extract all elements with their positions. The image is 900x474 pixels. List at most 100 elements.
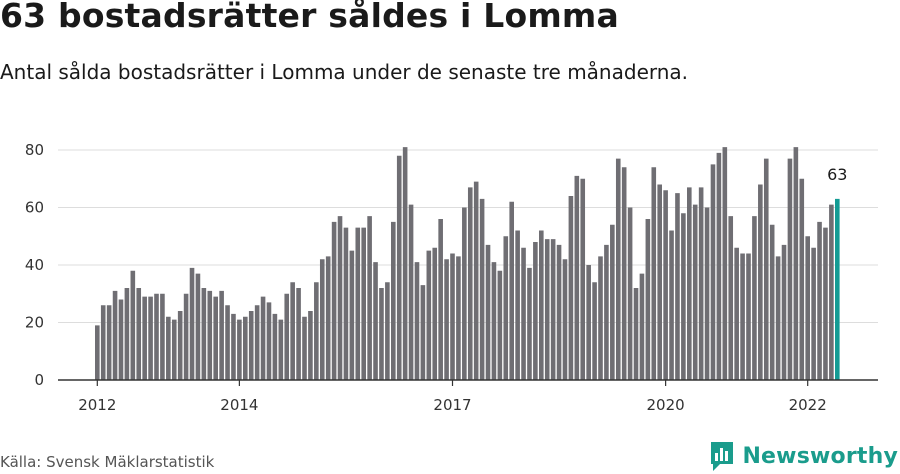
source-note: Källa: Svensk Mäklarstatistik — [0, 453, 215, 471]
x-tick-label: 2012 — [78, 396, 116, 414]
y-tick-label: 20 — [25, 314, 44, 332]
x-tick-label: 2022 — [789, 396, 827, 414]
bar — [539, 230, 544, 380]
bar — [533, 242, 538, 380]
bar — [610, 224, 615, 380]
bar — [675, 193, 680, 381]
bar — [177, 311, 183, 380]
bar — [373, 262, 378, 381]
bar — [367, 216, 372, 381]
bar — [769, 224, 775, 380]
bar — [402, 147, 408, 381]
bar — [154, 293, 159, 380]
bar — [160, 293, 165, 380]
bar — [231, 313, 236, 381]
bar — [633, 288, 639, 380]
bar — [687, 187, 692, 381]
bar — [639, 273, 645, 381]
bar — [728, 216, 734, 381]
bar — [219, 290, 224, 381]
bar — [621, 167, 627, 380]
bar — [491, 262, 497, 381]
bar — [692, 204, 698, 381]
bar — [237, 319, 242, 381]
bar — [361, 227, 366, 381]
bar — [722, 147, 728, 381]
bar — [396, 155, 402, 380]
chart-title: 63 bostadsrätter såldes i Lomma — [0, 0, 619, 35]
bar — [574, 175, 580, 381]
bar — [444, 259, 449, 380]
bar — [509, 201, 514, 380]
bar — [651, 167, 657, 380]
bar — [391, 221, 396, 381]
bar — [308, 311, 313, 380]
bar — [734, 247, 739, 380]
bar — [627, 207, 633, 380]
bar — [201, 288, 207, 380]
bar — [331, 221, 337, 381]
bar — [95, 325, 100, 381]
bar — [379, 288, 384, 380]
bar — [473, 181, 479, 381]
bar — [787, 158, 793, 381]
bar — [343, 227, 349, 381]
bar — [746, 253, 751, 380]
brand-logo[interactable]: Newsworthy — [709, 440, 898, 472]
bar — [337, 216, 343, 381]
bar — [479, 198, 485, 381]
bar — [580, 178, 586, 380]
bar — [515, 230, 520, 380]
bar — [698, 187, 704, 381]
bar — [586, 265, 591, 380]
y-tick-label: 60 — [25, 199, 44, 217]
bar — [550, 239, 556, 381]
bar — [817, 221, 822, 381]
bar — [645, 219, 651, 380]
bar — [106, 305, 112, 380]
bar — [142, 296, 147, 381]
bar — [314, 282, 319, 380]
bar — [823, 227, 828, 381]
bar — [355, 227, 361, 381]
bar — [266, 302, 272, 381]
bar — [296, 288, 301, 380]
bar — [704, 207, 710, 380]
bar — [456, 256, 461, 381]
bar — [166, 316, 171, 380]
bar — [171, 319, 177, 381]
bar — [260, 296, 266, 381]
bar — [740, 253, 745, 380]
bar — [805, 236, 810, 380]
bar — [213, 296, 218, 381]
bar — [799, 178, 805, 380]
bar — [663, 190, 668, 380]
bar — [781, 244, 787, 381]
bar — [432, 247, 438, 380]
bar — [325, 256, 331, 381]
bar — [426, 250, 432, 381]
bar — [100, 305, 106, 380]
y-tick-label: 80 — [25, 141, 44, 159]
bar — [136, 288, 142, 380]
bar — [615, 158, 621, 381]
bar — [319, 259, 325, 380]
bar — [124, 288, 130, 380]
bar — [829, 204, 834, 381]
y-tick-label: 0 — [34, 371, 44, 389]
bar — [568, 196, 574, 380]
bar — [225, 305, 230, 380]
bar — [420, 285, 426, 381]
bar — [793, 147, 799, 381]
bar — [302, 316, 307, 380]
bar — [521, 247, 526, 380]
bar — [467, 187, 473, 381]
bar — [556, 244, 562, 381]
bar — [527, 267, 532, 381]
bar — [112, 290, 118, 381]
bar — [758, 184, 763, 380]
bar — [183, 293, 189, 380]
bar — [118, 299, 124, 380]
